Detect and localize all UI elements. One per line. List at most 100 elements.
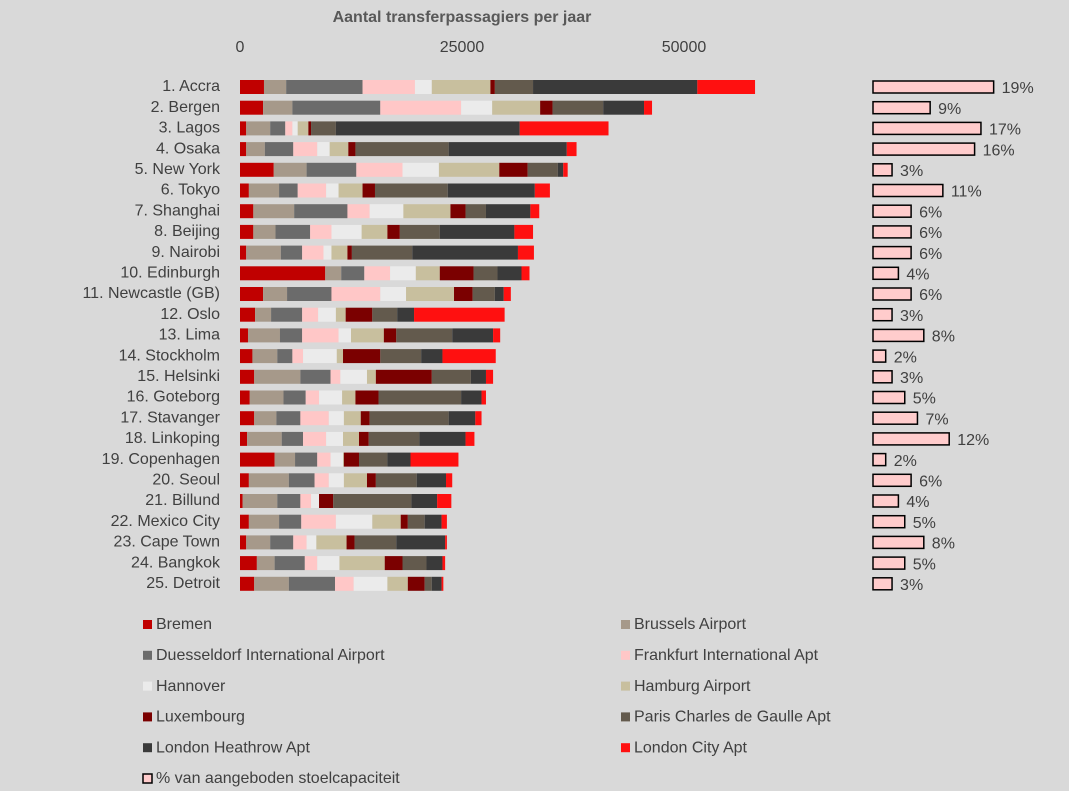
bar-segment — [384, 556, 403, 571]
bar-segment — [249, 390, 284, 405]
bar-segment — [319, 494, 334, 508]
bar-segment — [374, 183, 448, 198]
legend-label: Bremen — [156, 616, 212, 633]
bar-segment — [366, 369, 376, 384]
bar-segment — [274, 556, 305, 571]
bar-segment — [248, 473, 289, 488]
legend-label: Duesseldorf International Airport — [156, 647, 385, 664]
bar-segment — [447, 183, 535, 198]
bar-segment — [319, 390, 343, 405]
bar-segment — [338, 183, 363, 198]
bar-segment — [240, 411, 255, 426]
bar-segment — [310, 224, 332, 239]
bar-segment — [316, 535, 347, 550]
bar-segment — [355, 390, 379, 405]
y-tick-label: 22. Mexico City — [111, 513, 220, 530]
bar-segment — [426, 556, 443, 571]
bar-segment — [493, 328, 501, 343]
bar-segment — [240, 369, 255, 384]
bar-segment — [387, 576, 408, 591]
legend-swatch — [621, 681, 630, 691]
bar-segment — [519, 121, 609, 136]
share-bar — [872, 328, 925, 343]
bar-segment — [358, 431, 369, 446]
bar-segment — [303, 431, 327, 446]
bar-segment — [335, 307, 346, 322]
legend-swatch — [143, 650, 152, 660]
bar-segment — [326, 431, 344, 446]
y-tick-label: 1. Accra — [162, 78, 220, 95]
legend-label: % van aangeboden stoelcapaciteit — [156, 770, 400, 787]
y-tick-label: 16. Goteborg — [127, 389, 220, 406]
legend-label: Luxembourg — [156, 709, 245, 726]
legend-label: Hannover — [156, 678, 226, 695]
share-bar — [872, 183, 944, 198]
bar-segment — [255, 307, 272, 322]
bar-segment — [368, 431, 420, 446]
bar-segment — [475, 411, 482, 426]
legend-label: Hamburg Airport — [634, 678, 751, 695]
bar-segment — [240, 576, 255, 591]
y-tick-label: 20. Seoul — [152, 472, 220, 489]
bar-segment — [270, 535, 294, 550]
bar-segment — [335, 576, 354, 591]
bar-segment — [697, 80, 756, 94]
share-label: 4% — [906, 494, 929, 511]
share-label: 5% — [913, 556, 936, 573]
bar-segment — [387, 452, 411, 467]
bar-segment — [325, 266, 342, 281]
bar-segment — [470, 369, 486, 384]
bar-segment — [279, 514, 302, 529]
bar-segment — [343, 452, 344, 467]
share-label: 3% — [900, 163, 923, 180]
bar-segment — [288, 576, 336, 591]
bar-segment — [248, 514, 280, 529]
bar-segment — [348, 142, 356, 157]
bar-segment — [421, 349, 443, 364]
bar-segment — [407, 514, 425, 529]
y-tick-label: 19. Copenhagen — [102, 451, 220, 468]
bar-segment — [240, 349, 253, 364]
bar-segment — [369, 204, 404, 219]
bar-segment — [288, 473, 315, 488]
bar-segment — [253, 204, 295, 219]
share-bar — [872, 556, 906, 570]
bar-segment — [293, 535, 307, 550]
bar-segment — [302, 307, 319, 322]
bar-segment — [414, 80, 432, 94]
bar-segment — [563, 162, 568, 177]
bar-segment — [240, 514, 249, 529]
share-label: 9% — [938, 101, 961, 118]
bar-segment — [499, 162, 528, 177]
bar-segment — [300, 494, 312, 508]
share-label: 6% — [919, 474, 942, 491]
bar-segment — [414, 307, 505, 322]
bar-segment — [240, 183, 249, 198]
bar-segment — [306, 162, 357, 177]
y-tick-label: 3. Lagos — [159, 120, 220, 137]
bar-segment — [497, 266, 522, 281]
bar-segment — [303, 349, 337, 364]
bar-segment — [277, 494, 301, 508]
bar-segment — [603, 100, 645, 115]
bar-segment — [240, 556, 257, 571]
share-bar — [872, 349, 887, 363]
bar-segment — [347, 245, 352, 260]
bar-segment — [452, 328, 494, 343]
bar-segment — [271, 307, 303, 322]
legend-label: Frankfurt International Apt — [634, 647, 819, 664]
bar-segment — [343, 431, 359, 446]
y-tick-label: 18. Linkoping — [125, 430, 220, 447]
bar-segment — [283, 390, 306, 405]
bar-segment — [557, 162, 564, 177]
bar-segment — [248, 183, 280, 198]
bar-segment — [246, 121, 271, 136]
bar-segment — [305, 390, 320, 405]
bar-segment — [375, 369, 432, 384]
share-label: 6% — [919, 287, 942, 304]
share-label: 8% — [932, 329, 955, 346]
share-bar — [872, 577, 893, 591]
share-label: 6% — [919, 225, 942, 242]
bar-segment — [317, 142, 330, 157]
